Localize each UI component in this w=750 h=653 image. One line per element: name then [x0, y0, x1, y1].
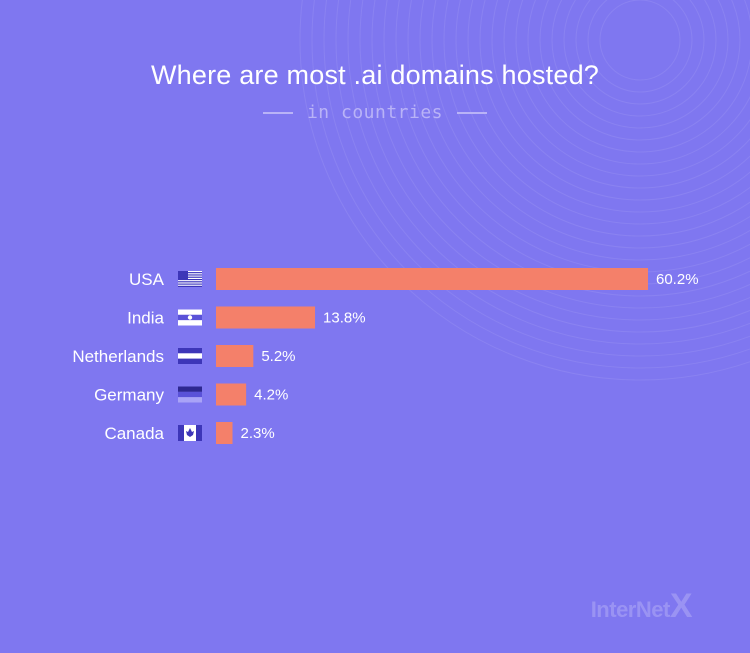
flag-stripe: [178, 281, 202, 283]
category-label-usa: USA: [129, 270, 165, 289]
bar-germany: [216, 383, 247, 406]
germany-flag-icon: [178, 386, 202, 403]
category-label-netherlands: Netherlands: [72, 347, 164, 366]
chart-subtitle-row: in countries: [0, 102, 750, 123]
chart-title: Where are most .ai domains hosted?: [150, 60, 599, 90]
category-label-india: India: [127, 309, 164, 328]
flag-band: [178, 348, 202, 354]
value-label-canada: 2.3%: [241, 425, 275, 442]
flag-stripe: [178, 284, 202, 286]
flag-stripe: [178, 283, 202, 285]
netherlands-flag-icon: [178, 348, 202, 364]
flag-side: [178, 425, 184, 441]
category-label-canada: Canada: [104, 424, 164, 443]
canada-flag-icon: [178, 425, 202, 441]
subtitle-dash-left: [262, 111, 293, 114]
flag-stripe: [178, 271, 202, 273]
flag-band: [178, 391, 202, 398]
flag-canton: [178, 271, 188, 279]
flag-band: [178, 309, 202, 315]
brand-logo: InterNetX: [590, 587, 693, 626]
flag-band: [178, 320, 202, 326]
flag-side: [196, 425, 202, 441]
brand-name: InterNet: [590, 597, 671, 622]
flag-leaf: [186, 428, 194, 437]
bar-india: [216, 306, 316, 329]
brand-mark: X: [669, 587, 693, 625]
flag-band: [178, 397, 202, 403]
bar-canada: [216, 422, 233, 444]
flag-stripe: [178, 273, 202, 275]
value-label-germany: 4.2%: [254, 387, 288, 404]
usa-flag-icon: [178, 271, 202, 287]
value-label-netherlands: 5.2%: [261, 348, 295, 365]
flag-stripe: [178, 272, 202, 274]
value-label-usa: 60.2%: [656, 271, 699, 288]
flag-wheel: [187, 315, 193, 320]
flag-stripe: [178, 280, 202, 282]
flag-stripe: [178, 279, 202, 281]
india-flag-icon: [178, 309, 202, 326]
flag-stripe: [178, 275, 202, 277]
bar-usa: [216, 268, 648, 290]
flag-stripe: [178, 277, 202, 279]
flag-stripe: [178, 285, 202, 287]
value-label-india: 13.8%: [323, 310, 366, 327]
flag-stripe: [178, 274, 202, 276]
flag-stripe: [178, 276, 202, 278]
subtitle-dash-right: [457, 111, 488, 114]
flag-band: [178, 386, 202, 392]
flag-band: [178, 358, 202, 364]
bar-netherlands: [216, 345, 254, 367]
flag-band: [178, 353, 202, 359]
flag-stripe: [178, 282, 202, 284]
category-label-germany: Germany: [94, 386, 164, 405]
chart-subtitle: in countries: [306, 102, 444, 123]
